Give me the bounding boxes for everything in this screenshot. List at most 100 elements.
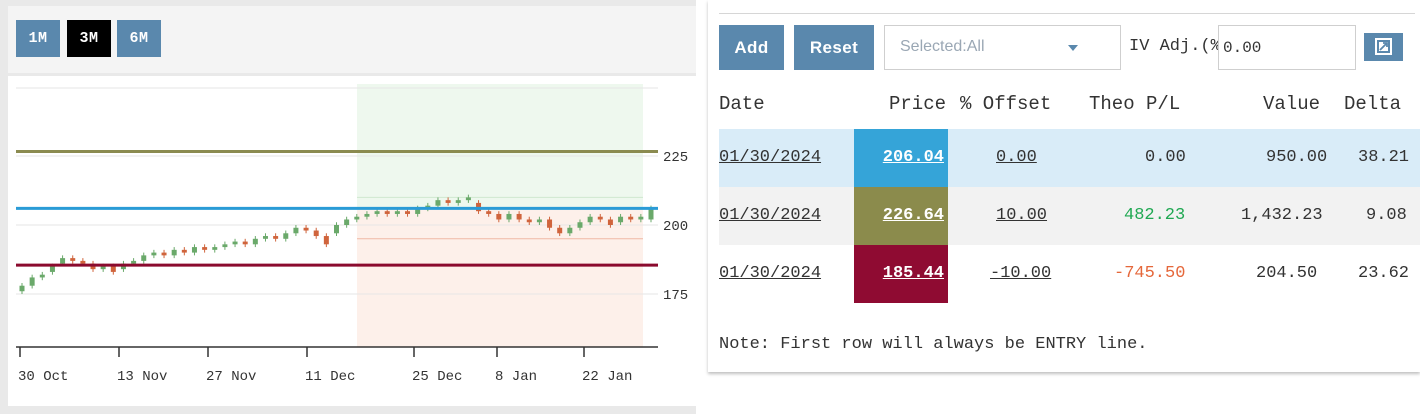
candle-body xyxy=(80,260,86,264)
candle-body xyxy=(151,252,157,256)
header-theo-pl: Theo P/L xyxy=(1089,93,1181,115)
y-tick-label: 175 xyxy=(663,288,688,304)
candle-body xyxy=(526,219,532,223)
table-row[interactable]: 01/30/2024 226.64 10.00 482.23 1,432.23 … xyxy=(719,187,1420,245)
candle-body xyxy=(597,216,603,220)
candle-body xyxy=(70,258,76,261)
candle-body xyxy=(293,227,299,234)
candle-body xyxy=(516,213,522,220)
candle-body xyxy=(60,258,66,264)
candle-body xyxy=(435,200,441,206)
header-offset: % Offset xyxy=(960,93,1052,115)
table-note: Note: First row will always be ENTRY lin… xyxy=(719,335,1148,354)
candle-body xyxy=(252,238,258,245)
x-tick-label: 30 Oct xyxy=(18,369,68,385)
candle-body xyxy=(486,211,492,214)
divider xyxy=(719,13,1415,14)
candle-body xyxy=(222,244,228,248)
reset-button[interactable]: Reset xyxy=(794,25,874,70)
popout-icon xyxy=(1375,38,1392,55)
candle-body xyxy=(587,216,593,223)
candle-body xyxy=(323,236,329,245)
x-tick-label: 11 Dec xyxy=(305,369,355,385)
range-3m-button[interactable]: 3M xyxy=(67,20,111,57)
candle-body xyxy=(567,227,573,234)
range-1m-button[interactable]: 1M xyxy=(16,20,60,57)
value-cell: 204.50 xyxy=(1256,264,1318,283)
header-date: Date xyxy=(719,93,765,115)
candle-body xyxy=(557,227,563,234)
candle-body xyxy=(628,216,634,220)
selection-dropdown[interactable]: Selected:All xyxy=(884,25,1121,70)
candle-body xyxy=(384,211,390,214)
header-delta: Delta xyxy=(1344,93,1402,115)
candle-body xyxy=(638,216,644,220)
candle-body xyxy=(273,236,279,239)
candle-body xyxy=(374,211,380,214)
chart-panel: 1M 3M 6M 225 200 175 30 Oct 13 Nov 27 Nov 11 D… xyxy=(0,0,696,414)
candle-body xyxy=(303,227,309,231)
popout-button[interactable] xyxy=(1364,33,1403,61)
candle-body xyxy=(364,213,370,217)
price-link[interactable]: 206.04 xyxy=(854,129,948,187)
candle-body xyxy=(141,255,147,261)
candle-body xyxy=(19,285,25,292)
date-link[interactable]: 01/30/2024 xyxy=(719,206,822,225)
date-link[interactable]: 01/30/2024 xyxy=(719,264,822,283)
loss-zone xyxy=(357,208,643,347)
candle-body xyxy=(39,274,45,278)
candle-body xyxy=(496,213,502,220)
chevron-down-icon xyxy=(1068,45,1078,51)
candle-body xyxy=(191,247,197,253)
candle-body xyxy=(415,208,421,214)
theo-pl-value: 0.00 xyxy=(1145,148,1186,167)
range-6m-button[interactable]: 6M xyxy=(117,20,161,57)
offset-link[interactable]: 10.00 xyxy=(996,206,1048,225)
candle-body xyxy=(313,230,319,237)
candle-body xyxy=(405,211,411,214)
add-button[interactable]: Add xyxy=(719,25,784,70)
candle-body xyxy=(547,219,553,228)
candle-body xyxy=(171,249,177,256)
y-tick-label: 225 xyxy=(663,150,688,166)
candle-body xyxy=(110,266,116,272)
profit-zone xyxy=(357,84,643,209)
delta-cell: 23.62 xyxy=(1358,264,1410,283)
table-row[interactable]: 01/30/2024 206.04 0.00 0.00 950.00 38.21 xyxy=(719,129,1420,187)
delta-cell: 9.08 xyxy=(1366,206,1407,225)
candle-body xyxy=(262,236,268,239)
candle-body xyxy=(334,225,339,234)
table-row[interactable]: 01/30/2024 185.44 -10.00 -745.50 204.50 … xyxy=(719,245,1420,303)
header-price: Price xyxy=(889,93,947,115)
x-tick-label: 27 Nov xyxy=(206,369,256,385)
delta-cell: 38.21 xyxy=(1358,148,1410,167)
offset-link[interactable]: -10.00 xyxy=(990,264,1052,283)
candle-body xyxy=(202,247,208,250)
candlestick-chart[interactable]: 225 200 175 30 Oct 13 Nov 27 Nov 11 Dec 25 Dec 8… xyxy=(8,76,696,406)
x-tick-label: 8 Jan xyxy=(495,369,537,385)
value-cell: 950.00 xyxy=(1266,148,1328,167)
candle-body xyxy=(618,216,624,223)
candle-body xyxy=(49,266,55,272)
y-tick-label: 200 xyxy=(663,219,688,235)
x-tick-label: 22 Jan xyxy=(582,369,632,385)
date-link[interactable]: 01/30/2024 xyxy=(719,148,822,167)
candle-body xyxy=(455,200,461,203)
candle-body xyxy=(242,241,248,245)
candle-body xyxy=(344,219,350,225)
candle-body xyxy=(536,219,542,223)
candle-body xyxy=(181,249,187,253)
candle-body xyxy=(212,247,218,250)
candle-body xyxy=(161,252,167,256)
candle-body xyxy=(232,241,238,245)
candle-body xyxy=(445,200,451,203)
header-value: Value xyxy=(1263,93,1321,115)
price-link[interactable]: 226.64 xyxy=(854,187,948,245)
price-chart[interactable]: 225 200 175 30 Oct 13 Nov 27 Nov 11 Dec 25 Dec 8… xyxy=(8,76,696,406)
price-link[interactable]: 185.44 xyxy=(854,245,948,303)
offset-link[interactable]: 0.00 xyxy=(996,148,1037,167)
x-tick-label: 13 Nov xyxy=(117,369,167,385)
price-target-panel: Add Reset Selected:All IV Adj.(%) Date P… xyxy=(708,0,1420,372)
x-tick-label: 25 Dec xyxy=(412,369,462,385)
iv-adj-input[interactable] xyxy=(1218,25,1356,70)
